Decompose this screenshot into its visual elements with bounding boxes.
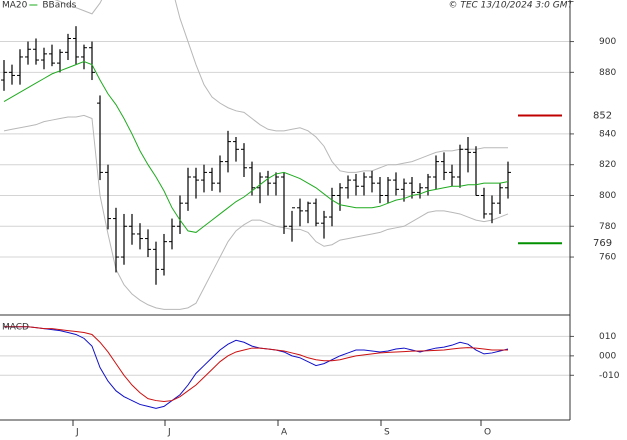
x-tick-label: A	[281, 428, 288, 438]
x-tick-label: J	[167, 428, 171, 438]
y-tick-label: 010	[599, 332, 616, 342]
y-tick-label: -010	[599, 371, 620, 381]
series-line	[4, 326, 508, 403]
band-lower	[3, 114, 509, 310]
level-label: 769	[593, 238, 612, 249]
x-tick-label: O	[484, 428, 491, 438]
level-label: 852	[593, 110, 612, 121]
y-tick-label: 880	[599, 68, 616, 78]
series-line	[3, 61, 509, 233]
plot-area	[1, 0, 511, 310]
chart-title: © TEC 13/10/2024 3:0 GMT	[448, 1, 574, 11]
band-upper	[54, 0, 508, 173]
legend-label: BBands	[42, 1, 76, 11]
legend-label: MA20	[2, 1, 28, 11]
y-tick-label: 780	[599, 222, 616, 232]
x-tick-label: J	[75, 428, 79, 438]
y-tick-label: 820	[599, 160, 616, 170]
y-tick-label: 760	[599, 253, 616, 263]
panel-label: MACD	[2, 323, 29, 333]
x-tick-label: S	[384, 428, 390, 438]
plot-area	[4, 326, 509, 409]
y-tick-label: 900	[599, 37, 616, 47]
y-tick-label: 000	[599, 351, 616, 361]
y-tick-label: 840	[599, 129, 616, 139]
y-tick-label: 800	[599, 191, 616, 201]
